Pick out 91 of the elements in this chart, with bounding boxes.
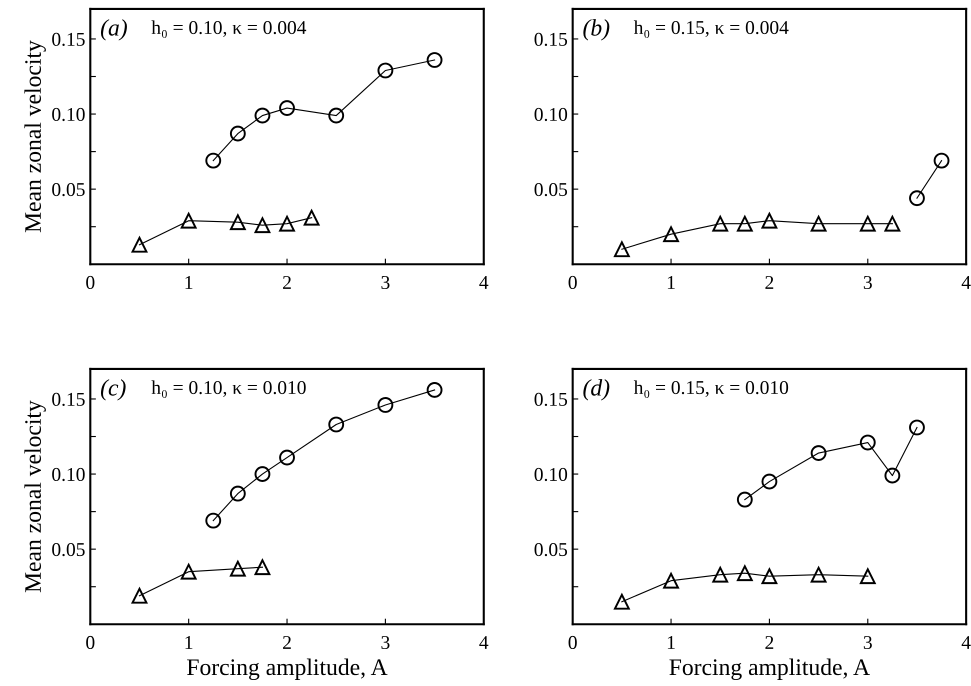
point: [736, 565, 753, 582]
x-tick-label: 3: [381, 276, 390, 290]
text: h₀ = 0.15, κ = 0.010: [634, 380, 788, 398]
x-tick-label: 0: [568, 276, 577, 290]
point: [860, 568, 876, 584]
text: h₀ = 0.10, κ = 0.004: [151, 20, 306, 38]
text: h₀ = 0.10, κ = 0.010: [151, 380, 306, 398]
x-tick-label: 4: [479, 636, 488, 649]
point: [180, 564, 197, 580]
point: [761, 212, 778, 229]
x-tick-label: 0: [568, 636, 577, 650]
x-tick-label: 2: [283, 636, 291, 649]
point: [761, 568, 778, 584]
point: [426, 52, 442, 68]
x-tick-label: 1: [668, 636, 675, 649]
y-tick-label: 0.15: [52, 32, 85, 46]
y-axis-title: Mean zonal velocity: [24, 40, 46, 232]
y-tick-label: 0.15: [534, 32, 568, 46]
point: [810, 216, 827, 232]
point: [230, 560, 246, 577]
point: [884, 216, 900, 232]
point: [377, 62, 394, 78]
point: [230, 126, 246, 142]
x-tick-label: 3: [864, 276, 872, 290]
y-tick-label: 0.05: [52, 182, 85, 196]
x-tick-label: 4: [962, 636, 971, 649]
x-tick-label: 1: [186, 276, 192, 289]
point: [377, 397, 394, 413]
point: [663, 572, 679, 589]
point: [254, 466, 270, 482]
point: [254, 217, 270, 234]
point: [180, 212, 197, 229]
point: [279, 216, 295, 232]
x-tick-label: 1: [186, 636, 192, 649]
point: [884, 468, 900, 484]
point: [810, 566, 827, 583]
point: [614, 241, 630, 258]
y-tick-label: 0.15: [52, 392, 85, 406]
point: [205, 512, 222, 529]
y-tick-label: 0.10: [52, 108, 85, 122]
x-tick-label: 0: [86, 276, 94, 290]
point: [230, 486, 246, 502]
x-axis-title: Forcing amplitude, A: [187, 658, 388, 680]
point: [909, 190, 925, 206]
chart-title: (c): [100, 379, 126, 401]
point: [254, 559, 270, 576]
y-tick-label: 0.05: [52, 542, 85, 556]
chart-title: (b): [583, 19, 610, 41]
point: [712, 216, 728, 232]
y-tick-label: 0.15: [534, 392, 568, 406]
point: [860, 216, 876, 232]
chart-title: (d): [583, 379, 610, 401]
point: [205, 152, 222, 169]
x-tick-label: 4: [962, 276, 971, 289]
point: [426, 382, 442, 398]
point: [279, 100, 295, 116]
point: [328, 108, 344, 124]
point: [736, 492, 753, 508]
point: [909, 420, 925, 436]
chart-title: (a): [100, 19, 127, 41]
x-tick-label: 3: [381, 636, 390, 650]
x-tick-label: 1: [668, 276, 675, 289]
point: [132, 236, 148, 253]
text: h₀ = 0.15, κ = 0.004: [634, 20, 789, 38]
point: [712, 566, 728, 583]
x-tick-label: 2: [765, 636, 774, 649]
point: [810, 445, 827, 461]
point: [304, 210, 320, 226]
point: [328, 416, 344, 432]
x-tick-label: 3: [864, 636, 872, 650]
point: [279, 450, 295, 466]
x-axis-title: Forcing amplitude, A: [669, 658, 870, 680]
y-axis-title: Mean zonal velocity: [24, 400, 46, 592]
point: [736, 216, 753, 232]
point: [761, 474, 778, 490]
x-tick-label: 0: [86, 636, 94, 650]
point: [860, 434, 876, 450]
y-tick-label: 0.10: [52, 468, 85, 482]
x-tick-label: 4: [479, 276, 488, 289]
x-tick-label: 2: [765, 276, 774, 289]
y-tick-label: 0.10: [534, 108, 568, 122]
point: [132, 588, 148, 604]
y-tick-label: 0.05: [534, 182, 568, 196]
point: [934, 152, 950, 169]
point: [254, 108, 270, 124]
point: [614, 594, 630, 610]
point: [230, 214, 246, 230]
y-tick-label: 0.05: [534, 542, 568, 556]
y-tick-label: 0.10: [534, 468, 568, 482]
x-tick-label: 2: [283, 276, 291, 289]
point: [663, 226, 679, 242]
